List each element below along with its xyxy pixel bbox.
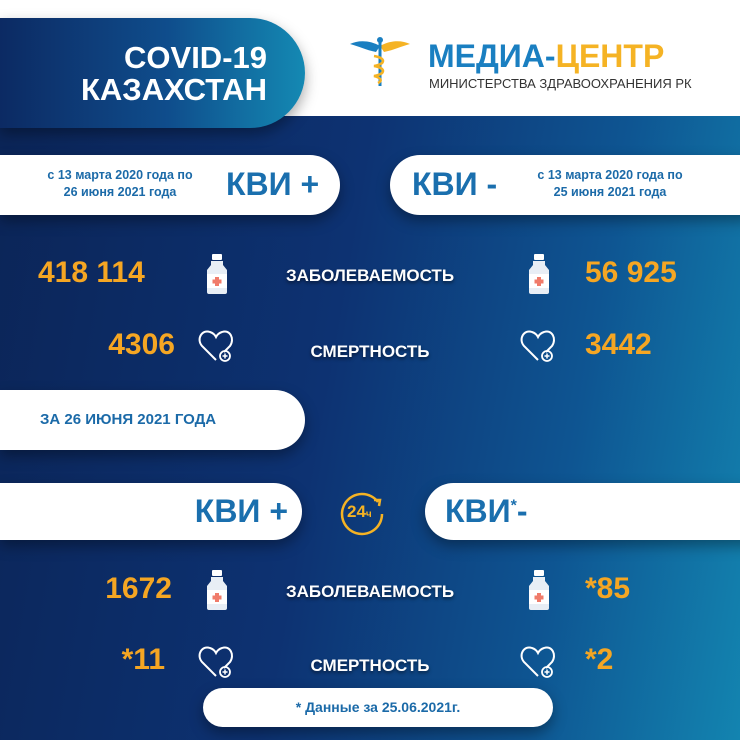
period-line2: 25 июня 2021 года <box>553 185 667 199</box>
daily-positive-pill: КВИ + <box>0 483 302 540</box>
daily-deaths-label: СМЕРТНОСТЬ <box>310 656 430 675</box>
daily-negative-deaths: *2 <box>585 643 614 676</box>
cases-label: ЗАБОЛЕВАЕМОСТЬ <box>285 266 455 285</box>
cumulative-positive-deaths: 4306 <box>108 328 175 361</box>
period-negative: с 13 марта 2020 года по 25 июня 2021 года <box>510 167 710 201</box>
period-line1: с 13 марта 2020 года по <box>537 168 683 182</box>
24-hour-clock-icon: 24ч <box>338 488 386 538</box>
heart-plus-icon <box>520 644 558 685</box>
daily-positive-deaths: *11 <box>121 643 165 676</box>
badge-number: 24 <box>347 502 366 521</box>
heart-plus-icon <box>520 328 558 369</box>
daily-kvi-negative-label: КВИ*- <box>445 493 528 530</box>
daily-negative-pill: КВИ*- <box>425 483 740 540</box>
kvi-suffix: - <box>516 493 528 529</box>
logo-title: МЕДИА-ЦЕНТР <box>428 38 664 75</box>
heart-plus-icon <box>198 644 236 685</box>
kvi-text: КВИ <box>445 493 511 529</box>
heart-plus-icon <box>198 328 236 369</box>
badge-suffix: ч <box>365 509 372 520</box>
title-line2: КАЗАХСТАН <box>81 72 267 107</box>
daily-date-label: ЗА 26 ИЮНЯ 2021 ГОДА <box>40 411 217 428</box>
daily-cases-label: ЗАБОЛЕВАЕМОСТЬ <box>285 582 455 601</box>
cumulative-negative-deaths: 3442 <box>585 328 652 361</box>
medicine-bottle-icon <box>206 254 228 299</box>
deaths-label: СМЕРТНОСТЬ <box>310 342 430 361</box>
cumulative-negative-pill: КВИ - с 13 марта 2020 года по 25 июня 202… <box>390 155 740 215</box>
logo-part1: МЕДИА- <box>428 38 556 74</box>
title-pill: COVID-19 КАЗАХСТАН <box>0 18 305 128</box>
period-line2: 26 июня 2021 года <box>63 185 177 199</box>
kvi-negative-label: КВИ - <box>412 166 498 202</box>
daily-date-pill: ЗА 26 ИЮНЯ 2021 ГОДА <box>0 390 305 450</box>
cumulative-negative-cases: 56 925 <box>585 256 677 289</box>
medicine-bottle-icon <box>528 570 550 615</box>
footer-note: * Данные за 25.06.2021г. <box>295 699 461 715</box>
cumulative-positive-pill: с 13 марта 2020 года по 26 июня 2021 года… <box>0 155 340 215</box>
footer-note-pill: * Данные за 25.06.2021г. <box>203 688 553 727</box>
daily-kvi-positive-label: КВИ + <box>194 493 288 529</box>
daily-positive-cases: 1672 <box>105 572 172 605</box>
daily-negative-cases: *85 <box>585 572 631 605</box>
medicine-bottle-icon <box>528 254 550 299</box>
logo-subtitle: МИНИСТЕРСТВА ЗДРАВООХРАНЕНИЯ РК <box>429 76 692 91</box>
title-line1: COVID-19 <box>124 40 267 75</box>
medicine-bottle-icon <box>206 570 228 615</box>
caduceus-icon <box>350 37 410 86</box>
cumulative-positive-cases: 418 114 <box>38 256 145 289</box>
period-positive: с 13 марта 2020 года по 26 июня 2021 года <box>20 167 220 201</box>
kvi-positive-label: КВИ + <box>226 166 320 202</box>
period-line1: с 13 марта 2020 года по <box>47 168 193 182</box>
logo-part2: ЦЕНТР <box>555 38 665 74</box>
asterisk: * <box>510 497 517 515</box>
